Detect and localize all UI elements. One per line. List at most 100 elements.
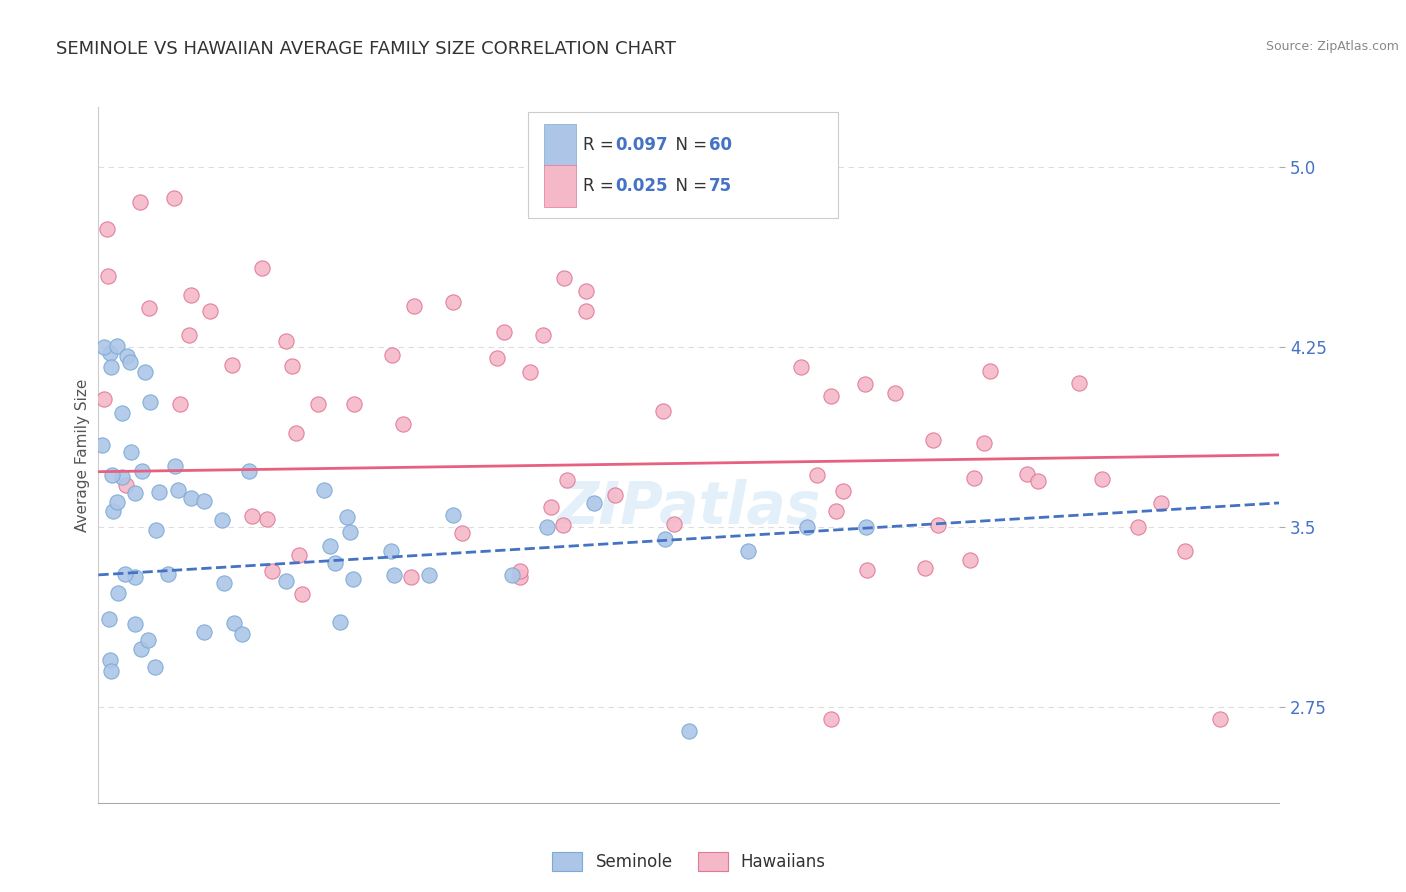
Point <box>157 566 180 581</box>
Point <box>250 261 273 276</box>
Point <box>1126 520 1149 534</box>
Point <box>914 560 936 574</box>
Point <box>1220 831 1243 846</box>
Point <box>224 616 246 631</box>
Point <box>288 548 311 562</box>
Point <box>927 517 949 532</box>
Point <box>855 376 877 391</box>
Point <box>291 586 314 600</box>
Point <box>96 221 118 235</box>
Point <box>832 484 855 499</box>
Text: ZIPatlas: ZIPatlas <box>557 479 821 536</box>
Point <box>1209 712 1232 726</box>
Point <box>93 340 115 354</box>
Point <box>318 539 340 553</box>
Point <box>212 576 235 591</box>
Point <box>820 712 842 726</box>
Point <box>314 483 336 497</box>
Point <box>402 299 425 313</box>
Point <box>240 509 263 524</box>
Point <box>380 543 402 558</box>
Point <box>963 471 986 485</box>
Point <box>806 468 828 483</box>
Point <box>536 520 558 534</box>
Point <box>486 351 509 366</box>
Point <box>211 513 233 527</box>
Point <box>129 641 152 656</box>
Point <box>114 567 136 582</box>
Point <box>329 615 352 630</box>
Point <box>323 556 346 570</box>
Point <box>107 586 129 600</box>
Legend: Seminole, Hawaiians: Seminole, Hawaiians <box>546 846 832 878</box>
Point <box>540 500 562 514</box>
Text: 0.097: 0.097 <box>616 136 668 154</box>
Point <box>959 552 981 566</box>
Point <box>796 520 818 534</box>
Text: R =: R = <box>582 136 619 154</box>
Point <box>392 417 415 431</box>
Point <box>603 487 626 501</box>
Point <box>662 517 685 532</box>
Point <box>105 338 128 352</box>
Point <box>198 304 221 318</box>
Point <box>855 520 877 534</box>
Point <box>441 508 464 522</box>
Point <box>678 723 700 738</box>
Point <box>120 445 142 459</box>
Point <box>193 494 215 508</box>
Point <box>285 426 308 441</box>
Text: N =: N = <box>665 178 713 195</box>
Point <box>98 653 121 667</box>
Point <box>97 268 120 283</box>
Point <box>1015 467 1038 481</box>
Point <box>274 574 297 588</box>
Point <box>450 525 472 540</box>
Point <box>501 567 523 582</box>
Point <box>418 567 440 582</box>
Point <box>652 404 675 418</box>
Point <box>143 659 166 673</box>
Point <box>737 544 759 558</box>
Point <box>343 397 366 411</box>
Point <box>91 438 114 452</box>
Text: 75: 75 <box>709 178 733 195</box>
Point <box>105 495 128 509</box>
Text: R =: R = <box>582 178 619 195</box>
Point <box>115 349 138 363</box>
Point <box>118 355 141 369</box>
Point <box>531 328 554 343</box>
Point <box>342 573 364 587</box>
Point <box>180 288 202 302</box>
Point <box>789 359 811 374</box>
Point <box>509 570 531 584</box>
Point <box>145 523 167 537</box>
Point <box>93 392 115 407</box>
Point <box>575 303 598 318</box>
Point <box>276 334 298 348</box>
Point <box>167 483 190 497</box>
Point <box>101 503 124 517</box>
Point <box>114 478 136 492</box>
Point <box>138 301 160 315</box>
Point <box>509 564 531 578</box>
Point <box>555 473 578 487</box>
Point <box>575 284 598 298</box>
Point <box>399 570 422 584</box>
Point <box>177 327 200 342</box>
Point <box>824 504 846 518</box>
Point <box>1091 472 1114 486</box>
Y-axis label: Average Family Size: Average Family Size <box>75 378 90 532</box>
Point <box>162 191 184 205</box>
Point <box>307 397 329 411</box>
Point <box>1150 496 1173 510</box>
Point <box>553 271 575 285</box>
Point <box>382 567 405 582</box>
Point <box>339 525 361 540</box>
Point <box>139 394 162 409</box>
Point <box>231 627 253 641</box>
Point <box>856 563 879 577</box>
Point <box>131 465 153 479</box>
Point <box>110 406 132 420</box>
Point <box>193 624 215 639</box>
